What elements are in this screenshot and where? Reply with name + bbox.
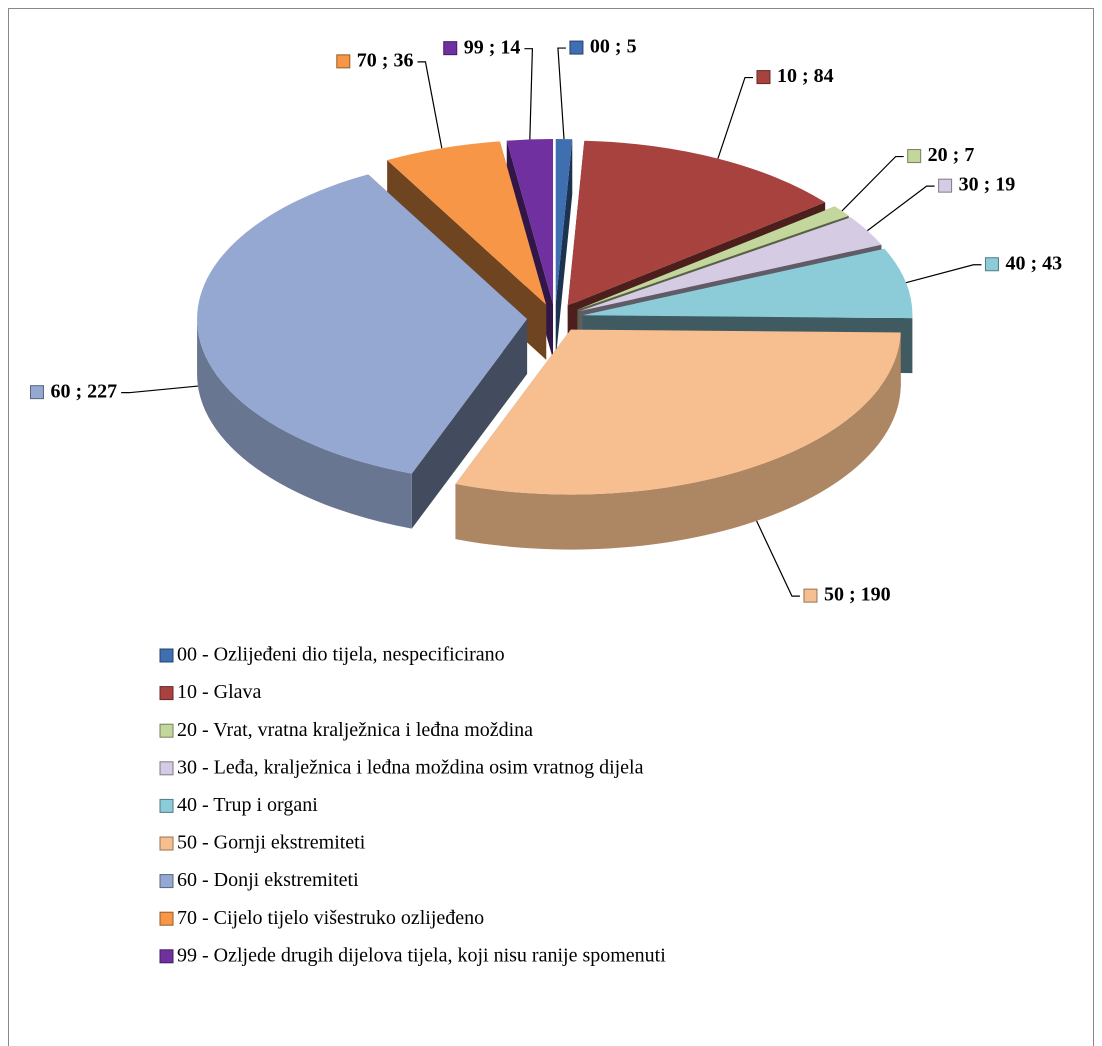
leader-line: [756, 520, 800, 597]
data-label: 40 ; 43: [1005, 252, 1062, 274]
leader-line: [524, 48, 534, 140]
data-label-key: [336, 54, 351, 69]
leader-line: [867, 185, 935, 232]
slice-wall: [197, 319, 412, 529]
data-label-key: [984, 257, 999, 272]
legend-swatch: [159, 686, 174, 701]
data-label: 50 ; 190: [824, 584, 891, 606]
slice: [555, 139, 573, 360]
slice: [197, 174, 528, 529]
slice-wall: [455, 332, 901, 550]
legend-swatch: [159, 648, 174, 663]
data-label-key: [29, 385, 44, 400]
slice-side: [411, 319, 528, 529]
legend-label: 30 - Leđa, kralježnica i leđna moždina o…: [177, 756, 644, 778]
leader-line: [557, 47, 566, 140]
slice-side: [555, 139, 573, 360]
legend-label: 20 - Vrat, vratna kralježnica i leđna mo…: [177, 719, 533, 741]
slice-top: [506, 139, 554, 305]
legend-label: 00 - Ozlijeđeni dio tijela, nespecificir…: [177, 644, 505, 666]
slice-top: [567, 140, 826, 306]
pie: [197, 139, 913, 550]
leader-line: [717, 76, 753, 159]
leader-line: [417, 61, 443, 149]
slice-top: [555, 139, 573, 305]
slice-top: [197, 174, 528, 474]
legend-swatch: [159, 874, 174, 889]
slice-top: [579, 217, 882, 312]
slice-top: [455, 329, 901, 495]
legend-label: 40 - Trup i organi: [177, 794, 318, 816]
legend-swatch: [159, 836, 174, 851]
data-label: 20 ; 7: [928, 144, 975, 166]
data-label: 10 ; 84: [777, 65, 834, 87]
leader-line: [121, 385, 199, 394]
legend-swatch: [159, 911, 174, 926]
slice: [455, 329, 901, 550]
data-label-key: [803, 588, 818, 603]
legend-swatch: [159, 723, 174, 738]
leader-line: [841, 155, 904, 212]
data-label-key: [569, 40, 584, 55]
legend-swatch: [159, 761, 174, 776]
legend-label: 10 - Glava: [177, 681, 262, 703]
data-label-key: [907, 149, 922, 164]
slice-top: [577, 206, 849, 310]
legend-label: 50 - Gornji ekstremiteti: [177, 832, 366, 854]
legend-label: 70 - Cijelo tijelo višestruko ozlijeđeno: [177, 907, 484, 929]
legend-swatch: [159, 949, 174, 964]
data-label: 70 ; 36: [357, 49, 414, 71]
leader-line: [905, 264, 982, 284]
data-label: 00 ; 5: [590, 36, 637, 58]
legend-label: 60 - Donji ekstremiteti: [177, 869, 359, 891]
data-label: 99 ; 14: [464, 36, 521, 58]
slice-top: [387, 141, 547, 305]
data-label: 30 ; 19: [959, 174, 1016, 196]
data-label-key: [938, 178, 953, 193]
legend-label: 99 - Ozljede drugih dijelova tijela, koj…: [177, 944, 666, 966]
data-label-key: [756, 70, 771, 85]
data-label: 60 ; 227: [50, 380, 117, 402]
data-label-key: [443, 41, 458, 56]
slice-top: [582, 248, 913, 319]
legend-swatch: [159, 798, 174, 813]
